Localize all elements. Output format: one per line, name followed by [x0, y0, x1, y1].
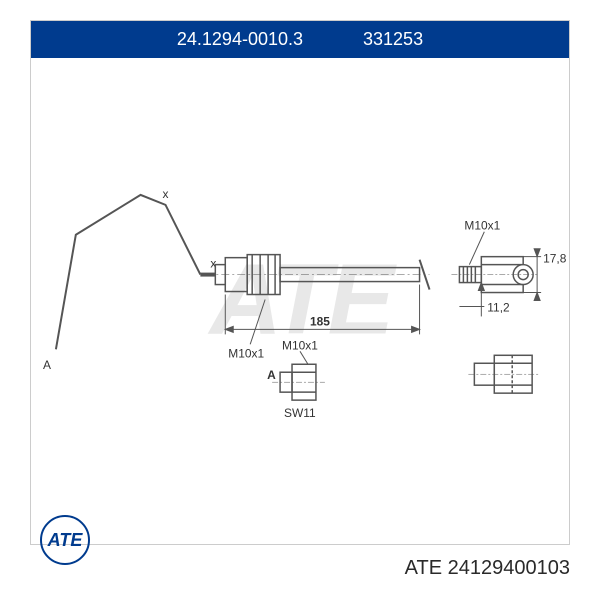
title-bar: 24.1294-0010.3 331253	[31, 21, 569, 58]
footer-brand: ATE	[405, 557, 442, 579]
svg-text:x: x	[163, 187, 169, 201]
diagram-frame: 24.1294-0010.3 331253 ATE A x x	[30, 20, 570, 545]
hex-width: 17,8	[543, 252, 567, 266]
thread-detail: M10x1	[282, 338, 318, 352]
main-dimension: 185	[310, 314, 330, 328]
detail-label-a: A	[43, 358, 51, 372]
ref-number: 331253	[363, 29, 423, 50]
detail-a-label: A	[267, 368, 276, 382]
part-number: 24.1294-0010.3	[177, 29, 303, 50]
wrench-size: SW11	[284, 406, 316, 420]
footer-label: ATE 24129400103	[30, 545, 570, 580]
diagram-area: ATE A x x	[31, 58, 569, 541]
thread-right: M10x1	[464, 219, 500, 233]
technical-drawing: A x x	[31, 58, 569, 541]
thread-left: M10x1	[228, 346, 264, 360]
footer-sku: 24129400103	[448, 557, 570, 579]
diameter: 11,2	[487, 300, 510, 314]
